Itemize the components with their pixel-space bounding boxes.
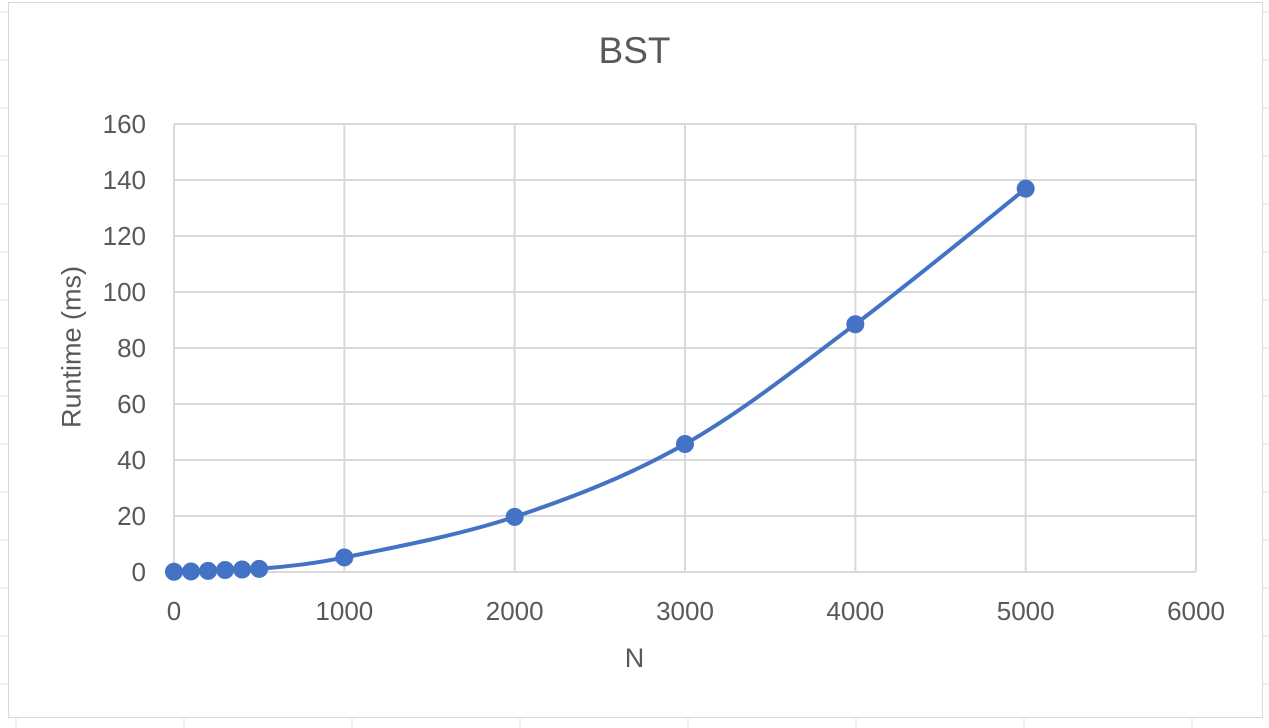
y-tick-label: 100 xyxy=(103,277,146,307)
y-tick-label: 140 xyxy=(103,165,146,195)
y-tick-label: 120 xyxy=(103,221,146,251)
data-point xyxy=(1016,179,1035,198)
data-point xyxy=(199,561,218,580)
data-point xyxy=(165,562,183,581)
y-tick-label: 60 xyxy=(117,389,146,419)
data-point xyxy=(676,435,694,454)
x-axis-title: N xyxy=(624,643,645,673)
y-tick-label: 160 xyxy=(103,109,146,139)
x-tick-label: 4000 xyxy=(826,596,884,626)
y-tick-label: 40 xyxy=(117,445,146,475)
y-tick-label: 80 xyxy=(117,333,146,363)
x-tick-label: 5000 xyxy=(997,596,1055,626)
y-tick-label: 20 xyxy=(117,501,146,531)
data-point xyxy=(335,548,354,567)
x-tick-label: 6000 xyxy=(1167,596,1225,626)
data-point xyxy=(846,315,865,334)
x-tick-label: 0 xyxy=(167,596,181,626)
data-point xyxy=(233,560,252,579)
y-tick-label: 0 xyxy=(132,557,146,587)
data-point xyxy=(216,561,235,580)
chart-title: BST xyxy=(598,30,671,71)
x-tick-label: 3000 xyxy=(656,596,714,626)
data-point xyxy=(250,559,269,578)
data-point xyxy=(505,507,524,526)
data-point xyxy=(182,562,201,581)
series-line xyxy=(172,186,1028,574)
x-tick-label: 1000 xyxy=(315,596,373,626)
chart-area[interactable] xyxy=(8,2,1263,718)
x-tick-label: 2000 xyxy=(486,596,544,626)
